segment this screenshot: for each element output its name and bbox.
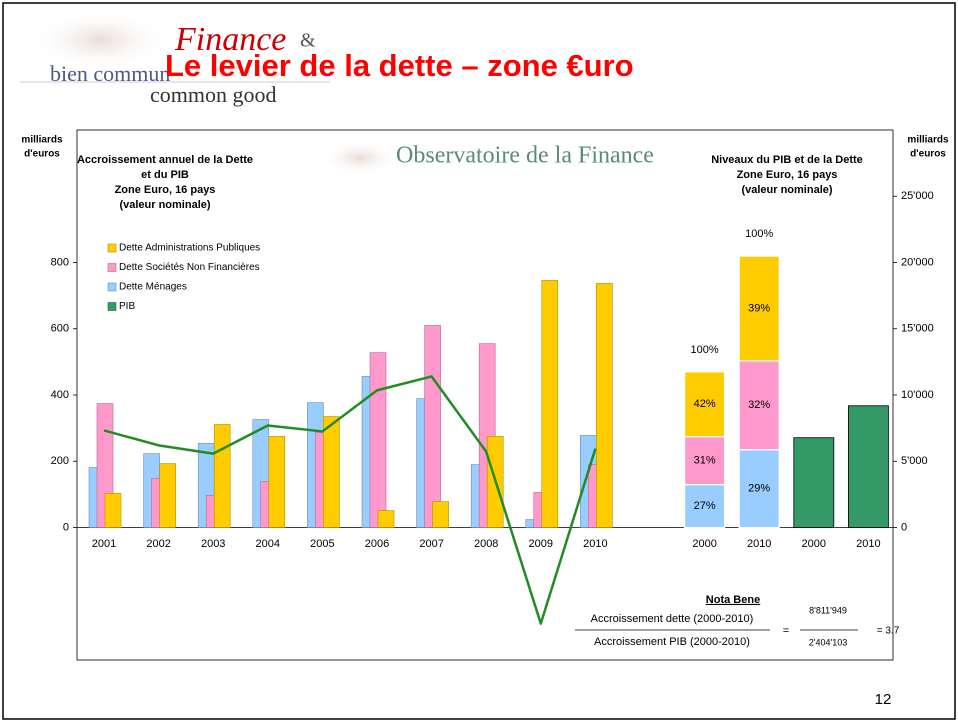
bar <box>104 493 122 528</box>
legend-label: Dette Ménages <box>119 282 187 293</box>
nota-numerator: Accroissement dette (2000-2010) <box>591 613 754 625</box>
total-label: 100% <box>745 228 773 240</box>
x-tick-label: 2005 <box>310 538 334 550</box>
share-label: 27% <box>694 500 716 512</box>
watermark-image <box>320 140 400 176</box>
nota-numerator-value: 8'811'949 <box>809 605 847 615</box>
chart-subtitle: Zone Euro, 16 pays <box>737 169 838 181</box>
x-tick-label: 2009 <box>529 538 553 550</box>
bar <box>369 352 387 528</box>
bar <box>848 405 889 528</box>
y-tick-label: 600 <box>51 323 69 335</box>
logo-image <box>30 10 170 70</box>
legend-swatch <box>107 243 117 253</box>
logo-line2: common good <box>150 82 277 107</box>
bar <box>159 463 176 528</box>
stacked-segment <box>738 449 780 529</box>
x-tick-label: 2010 <box>583 538 607 550</box>
legend-label: PIB <box>119 301 135 312</box>
nota-denominator: Accroissement PIB (2000-2010) <box>594 636 750 648</box>
share-label: 29% <box>748 482 770 494</box>
y-tick-label: 0 <box>901 521 907 533</box>
watermark: Observatoire de la Finance <box>396 143 654 169</box>
bar <box>541 280 559 528</box>
logo-finance: Finance <box>174 21 286 58</box>
share-label: 42% <box>694 398 716 410</box>
x-tick-label: 2001 <box>92 538 116 550</box>
nota-title: Nota Bene <box>706 594 760 606</box>
nota-result: = 3.7 <box>877 626 900 637</box>
y-tick-label: 15'000 <box>901 323 934 335</box>
logo-amp: & <box>300 30 316 52</box>
legend-label: Dette Sociétés Non Financières <box>119 262 260 273</box>
bar <box>596 283 613 528</box>
y-axis-label: d'euros <box>910 149 946 160</box>
y-tick-label: 5'000 <box>901 455 928 467</box>
bar <box>268 436 286 528</box>
bar <box>323 416 340 528</box>
y-tick-label: 25'000 <box>901 190 934 202</box>
x-tick-label: 2004 <box>256 538 280 550</box>
chart-subtitle: Accroissement annuel de la Dette <box>77 154 253 166</box>
legend-label: Dette Administrations Publiques <box>119 243 260 254</box>
stacked-segment <box>738 360 780 451</box>
x-tick-label: 2000 <box>692 538 716 550</box>
x-tick-label: 2010 <box>856 538 880 550</box>
slide-title: Le levier de la dette – zone €uro <box>165 48 634 83</box>
y-axis-label: d'euros <box>24 149 60 160</box>
x-tick-label: 2010 <box>747 538 771 550</box>
legend-swatch <box>107 263 117 272</box>
y-tick-label: 800 <box>51 256 69 268</box>
legend-swatch <box>107 302 117 311</box>
chart-subtitle: Zone Euro, 16 pays <box>115 184 216 196</box>
x-tick-label: 2007 <box>419 538 443 550</box>
y-tick-label: 400 <box>51 389 69 401</box>
y-tick-label: 200 <box>51 455 69 467</box>
stacked-segment <box>683 371 726 438</box>
page-number: 12 <box>875 691 892 708</box>
bar <box>793 437 835 528</box>
y-tick-label: 20'000 <box>901 256 934 268</box>
x-tick-label: 2008 <box>474 538 498 550</box>
x-tick-label: 2000 <box>802 538 826 550</box>
share-label: 39% <box>748 302 770 314</box>
bar <box>432 501 449 528</box>
nota-denominator-value: 2'404'103 <box>809 637 847 647</box>
legend-swatch <box>107 282 117 292</box>
x-tick-label: 2006 <box>365 538 389 550</box>
share-label: 31% <box>694 455 716 467</box>
y-tick-label: 10'000 <box>901 389 934 401</box>
chart-subtitle: Niveaux du PIB et de la Dette <box>711 154 863 166</box>
stacked-segment <box>738 255 780 362</box>
bar <box>377 510 395 528</box>
y-axis-label: milliards <box>907 135 949 146</box>
y-axis-label: milliards <box>21 135 63 146</box>
x-tick-label: 2002 <box>146 538 170 550</box>
chart-subtitle: (valeur nominale) <box>741 184 832 196</box>
x-tick-label: 2003 <box>201 538 225 550</box>
pib-line <box>103 375 597 625</box>
chart-subtitle: (valeur nominale) <box>119 199 210 211</box>
chart-subtitle: et du PIB <box>141 169 189 181</box>
nota-equals: = <box>783 625 789 637</box>
y-tick-label: 0 <box>63 521 69 533</box>
total-label: 100% <box>691 344 719 356</box>
bar <box>213 424 231 528</box>
share-label: 32% <box>748 399 770 411</box>
bar <box>424 325 441 528</box>
